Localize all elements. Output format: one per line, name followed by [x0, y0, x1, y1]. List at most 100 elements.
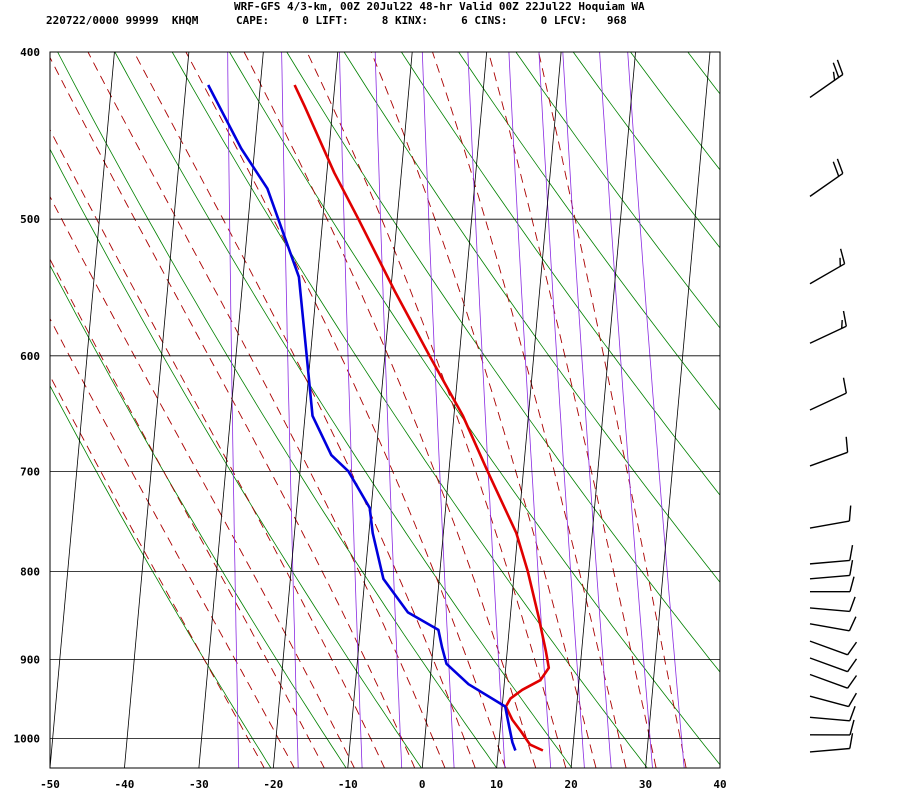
temperature-tick-label: 10	[490, 778, 503, 791]
isotherm-line	[719, 763, 720, 768]
wind-barb	[809, 377, 847, 411]
moist-adiabat	[50, 317, 295, 768]
wind-barb-shaft	[809, 747, 850, 753]
wind-barb-shaft	[809, 673, 848, 689]
isotherm-line	[124, 52, 190, 768]
dry-adiabat	[343, 52, 720, 583]
dry-adiabat	[630, 52, 720, 171]
wind-barb-shaft	[809, 451, 848, 467]
mixing-ratio-line	[227, 52, 240, 768]
pressure-tick-label: 1000	[14, 733, 41, 746]
mixing-ratio-line	[374, 52, 403, 768]
wind-barb-shaft	[809, 73, 844, 99]
dry-adiabat	[572, 52, 720, 249]
moist-adiabat	[538, 52, 687, 768]
wind-barb-shaft	[809, 263, 845, 285]
temperature-tick-label: 20	[564, 778, 577, 791]
dry-adiabat	[885, 14, 900, 783]
mixing-ratio-line	[538, 52, 585, 768]
wind-barb-shaft	[809, 640, 848, 656]
wind-barb-shaft	[809, 716, 850, 722]
wind-barb-feather	[849, 559, 854, 576]
wind-barb-feather	[842, 377, 847, 394]
isotherm-line	[570, 52, 636, 768]
dry-adiabat	[715, 14, 900, 783]
pressure-tick-label: 900	[20, 654, 40, 667]
isotherm-line	[272, 52, 339, 768]
temperature-tick-label: -50	[40, 778, 60, 791]
wind-barb-feather	[849, 705, 856, 722]
wind-barb	[809, 733, 854, 753]
wind-barb-shaft	[809, 520, 850, 529]
wind-barb-feather	[848, 505, 852, 522]
moist-adiabat	[50, 258, 325, 768]
pressure-tick-label: 700	[20, 465, 40, 478]
isotherm-line	[198, 52, 264, 768]
moist-adiabat	[50, 56, 416, 768]
moist-adiabat	[185, 52, 506, 768]
dry-adiabat	[229, 52, 720, 766]
wind-barb	[809, 544, 854, 565]
stability-indices: CAPE: 0 LIFT: 8 KINX: 6 CINS: 0 LFCV: 96…	[236, 14, 627, 27]
profiles	[207, 84, 551, 752]
dry-adiabat	[50, 384, 272, 768]
isotherm-line	[347, 52, 413, 768]
wind-barb-feather	[832, 71, 836, 81]
wind-barb	[809, 705, 856, 722]
mixing-ratio-line	[599, 52, 653, 768]
moist-adiabat	[306, 52, 567, 768]
dry-adiabat	[515, 52, 720, 329]
wind-barb-shaft	[809, 574, 850, 580]
temperature-tick-label: 0	[419, 778, 426, 791]
wind-barb-feather	[849, 544, 854, 561]
temperature-tick-label: -20	[263, 778, 283, 791]
wind-barb-feather	[842, 310, 847, 327]
wind-barb-feather	[849, 576, 855, 592]
isotherm-line	[645, 52, 711, 768]
moist-adiabat	[50, 128, 385, 768]
wind-barb	[809, 719, 855, 736]
dry-adiabat	[50, 264, 347, 768]
moist-adiabat	[243, 52, 537, 768]
wind-barbs	[809, 59, 858, 753]
dewpoint-profile	[207, 84, 517, 751]
pressure-tick-label: 400	[20, 46, 40, 59]
wind-barb-shaft	[809, 607, 850, 613]
wind-barb	[809, 692, 858, 708]
mixing-ratio-line	[281, 52, 299, 768]
wind-barb	[809, 596, 856, 613]
mixing-ratio-line	[508, 52, 552, 768]
wind-barb-feather	[847, 675, 858, 689]
isotherm-grid	[50, 52, 720, 768]
moist-adiabat	[487, 52, 657, 768]
isotherm-line	[421, 52, 488, 768]
wind-barb-shaft	[809, 657, 848, 673]
axis-ticks: 400 500 600 700 800 900 1000 -50 -40 -30 -20 -10 0 10…	[14, 46, 727, 791]
dry-adiabat	[458, 52, 720, 411]
wind-barb	[809, 616, 857, 632]
wind-barb-feather	[832, 62, 840, 78]
dry-adiabat	[50, 148, 422, 768]
wind-barb-shaft	[809, 695, 849, 708]
wind-barb-feather	[847, 692, 858, 707]
temperature-tick-label: -30	[189, 778, 209, 791]
wind-barb-feather	[849, 596, 856, 612]
wind-barb-feather	[847, 641, 858, 656]
wind-barb-feather	[849, 733, 854, 749]
isobar-grid	[50, 218, 720, 740]
pressure-tick-label: 500	[20, 213, 40, 226]
moist-adiabat	[133, 52, 476, 768]
plot-frame	[49, 51, 721, 769]
moist-adiabat	[50, 195, 355, 768]
wind-barb	[809, 59, 844, 99]
wind-barb-shaft	[809, 392, 847, 411]
temperature-tick-label: -10	[338, 778, 358, 791]
wind-barb	[809, 248, 846, 285]
temperature-tick-label: -40	[115, 778, 135, 791]
moist-adiabat	[50, 374, 265, 768]
dry-adiabat	[687, 52, 720, 95]
pressure-tick-label: 800	[20, 565, 40, 578]
wind-barb	[809, 673, 858, 689]
isotherm-line	[50, 52, 115, 768]
